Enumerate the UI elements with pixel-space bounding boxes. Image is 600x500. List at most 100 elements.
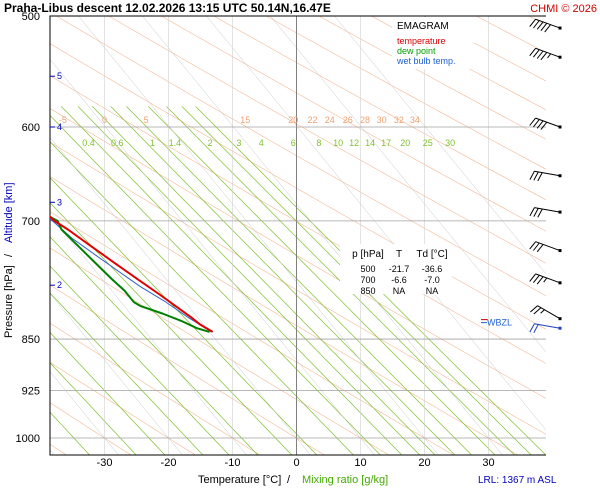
- wind-barb-station-dot: [558, 281, 562, 285]
- legend-title: EMAGRAM: [397, 21, 449, 32]
- y-axis-label-altitude: Altitude [km]: [3, 182, 15, 243]
- wind-barb: [529, 170, 562, 182]
- wbzl-label: WBZL: [487, 318, 512, 328]
- skewed-isotherm-line: [206, 16, 546, 431]
- temperature-tick-label: -10: [225, 457, 241, 469]
- wind-barb-feather: [536, 21, 544, 30]
- dry-adiabat-label: 0: [102, 115, 107, 125]
- mixing-ratio-line: [60, 106, 403, 455]
- plot-frame: [49, 15, 546, 456]
- mixing-ratio-label: 25: [423, 138, 433, 148]
- dry-adiabat-label: 24: [325, 115, 335, 125]
- mixing-ratio-label: 12: [349, 138, 359, 148]
- wind-barb-feather: [533, 307, 542, 315]
- wind-barb-feather: [536, 50, 544, 59]
- wind-barb-feather: [533, 274, 540, 284]
- wind-barb-feather: [529, 117, 536, 126]
- wind-barb: [529, 117, 562, 130]
- copyright-label: CHMI © 2026: [530, 3, 597, 15]
- dry-adiabat-label: 20: [288, 115, 298, 125]
- mixing-ratio-line: [50, 114, 381, 455]
- dry-adiabat-line: [50, 362, 196, 455]
- data-table-cell: NA: [426, 286, 439, 296]
- x-axis-label-mixing-ratio: Mixing ratio [g/kg]: [302, 474, 388, 486]
- pressure-tick-label: 850: [22, 334, 40, 346]
- wind-barb-feather: [533, 49, 540, 58]
- wind-barb-feather: [536, 276, 544, 285]
- altitude-tick-label: 4: [57, 122, 62, 132]
- temperature-tick-label: 30: [482, 457, 494, 469]
- mixing-ratio-line: [50, 331, 166, 455]
- wind-barb-half-feather: [540, 309, 545, 314]
- dry-adiabat-line: [160, 16, 546, 232]
- dry-adiabat-label: 15: [240, 115, 250, 125]
- dry-adiabat-line: [50, 211, 455, 455]
- dry-adiabat-label: -5: [59, 115, 67, 125]
- mixing-ratio-line: [50, 292, 204, 455]
- legend-box: [392, 17, 474, 69]
- mixing-ratio-label: 30: [445, 138, 455, 148]
- pressure-tick-label: 925: [22, 386, 40, 398]
- wind-barb-feather: [530, 305, 538, 313]
- mixing-ratio-line: [50, 411, 91, 455]
- skewed-isotherm-line: [78, 16, 439, 455]
- data-table-header: p [hPa]: [352, 249, 384, 260]
- wind-barb: [529, 323, 562, 333]
- wind-barb-half-feather: [543, 277, 548, 283]
- wind-barb-feather: [529, 273, 536, 282]
- mixing-ratio-label: 0.6: [111, 138, 124, 148]
- temperature-tick-label: 0: [293, 457, 299, 469]
- x-axis-label-separator: /: [287, 474, 291, 486]
- mixing-ratio-line: [147, 106, 496, 455]
- mixing-ratio-line: [92, 106, 436, 455]
- mixing-ratio-line: [166, 106, 516, 455]
- mixing-ratio-label: 1: [150, 138, 155, 148]
- wind-barb-station-dot: [558, 125, 562, 129]
- mixing-ratio-label: 4: [259, 138, 264, 148]
- skewed-isotherm-line: [334, 16, 546, 275]
- wind-barb-station-dot: [558, 326, 562, 330]
- wind-barb-feather: [533, 171, 539, 181]
- legend-item-temperature: temperature: [397, 36, 446, 46]
- wind-barb-feather: [529, 207, 535, 217]
- skewed-isotherm-line: [50, 371, 119, 455]
- dewpoint-profile-line: [50, 215, 210, 333]
- temperature-tick-label: -30: [97, 457, 113, 469]
- mixing-ratio-line: [195, 106, 546, 455]
- dry-adiabat-line: [50, 176, 519, 455]
- lrl-label: LRL: 1367 m ASL: [478, 475, 557, 486]
- mixing-ratio-line: [50, 202, 293, 455]
- pressure-tick-label: 500: [22, 11, 40, 23]
- dry-adiabat-line: [50, 108, 546, 399]
- wetbulb-profile-line: [50, 218, 212, 333]
- mixing-ratio-line: [77, 106, 421, 455]
- wind-barb-feather: [533, 242, 540, 251]
- dry-adiabat-label: 30: [377, 115, 387, 125]
- mixing-ratio-line: [50, 362, 137, 455]
- altitude-tick-label: 5: [57, 71, 62, 81]
- y-axis-label-separator: /: [3, 253, 15, 257]
- wind-barb: [529, 18, 562, 33]
- dry-adiabat-line: [50, 402, 132, 455]
- wind-barb-feather: [529, 18, 536, 27]
- data-table-header: T: [396, 249, 402, 260]
- temperature-tick-label: 10: [354, 457, 366, 469]
- wind-barb: [530, 305, 562, 321]
- dry-adiabat-label: 28: [360, 115, 370, 125]
- wind-barb-feather: [529, 47, 536, 57]
- temperature-tick-label: -20: [161, 457, 177, 469]
- data-table-header: Td [°C]: [416, 249, 447, 260]
- data-table-cell: -7.0: [424, 275, 440, 285]
- altitude-tick-label: 3: [57, 197, 62, 207]
- mixing-ratio-line: [50, 141, 354, 455]
- dry-adiabat-label: 5: [144, 115, 149, 125]
- dry-adiabat-line: [108, 16, 546, 264]
- wind-barb-feather: [544, 24, 551, 33]
- data-table-cell: -6.6: [391, 275, 407, 285]
- wind-barb-staff: [535, 47, 561, 58]
- skewed-isotherm-line: [50, 136, 311, 455]
- chart-title: Praha-Libus descent 12.02.2026 13:15 UTC…: [4, 1, 331, 15]
- mixing-ratio-line: [181, 106, 532, 455]
- wind-barb-half-feather: [547, 53, 552, 59]
- wind-barb-staff: [535, 273, 561, 284]
